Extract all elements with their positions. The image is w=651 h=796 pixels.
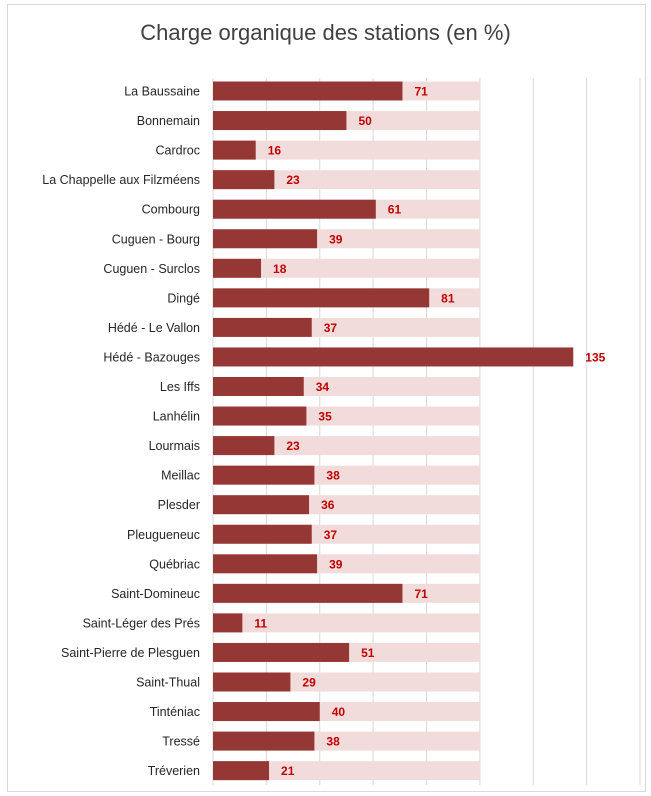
value-label: 18 xyxy=(273,262,287,276)
bar xyxy=(213,111,347,131)
category-label: Tréverien xyxy=(148,764,200,778)
value-label: 37 xyxy=(324,528,338,542)
bar xyxy=(213,140,256,160)
bar xyxy=(213,731,315,751)
bar-track xyxy=(213,258,480,278)
value-label: 34 xyxy=(316,380,330,394)
category-label: Cuguen - Surclos xyxy=(103,262,200,276)
value-label: 39 xyxy=(329,557,343,571)
value-label: 11 xyxy=(254,616,267,630)
category-label: Les Iffs xyxy=(160,380,200,394)
value-label: 61 xyxy=(388,203,402,217)
category-label: Saint-Thual xyxy=(136,676,200,690)
value-label: 16 xyxy=(268,144,282,158)
bar xyxy=(213,672,291,692)
value-label: 35 xyxy=(318,410,332,424)
value-label: 71 xyxy=(414,85,428,99)
bar xyxy=(213,702,320,722)
bar xyxy=(213,288,430,308)
value-label: 135 xyxy=(585,350,605,364)
category-label: Pleugueneuc xyxy=(127,528,200,542)
bar-track xyxy=(213,761,480,781)
value-label: 38 xyxy=(326,469,340,483)
value-label: 50 xyxy=(358,114,372,128)
bar xyxy=(213,170,275,190)
category-label: Saint-Léger des Prés xyxy=(83,616,200,630)
category-label: Saint-Domineuc xyxy=(111,587,200,601)
bar xyxy=(213,199,376,219)
category-label: La Chappelle aux Filzméens xyxy=(42,173,200,187)
bar-track xyxy=(213,140,480,160)
value-label: 23 xyxy=(286,439,300,453)
bar xyxy=(213,613,243,633)
chart-title: Charge organique des stations (en %) xyxy=(140,20,511,45)
category-label: Hédé - Le Vallon xyxy=(108,321,200,335)
category-label: Québriac xyxy=(149,557,200,571)
category-labels: La Baussaine Bonnemain Cardroc La Chappelle… xyxy=(42,85,200,779)
category-label: Meillac xyxy=(161,469,200,483)
value-label: 81 xyxy=(441,291,455,305)
category-label: Hédé - Bazouges xyxy=(103,350,200,364)
category-label: Cardroc xyxy=(156,144,200,158)
bar xyxy=(213,436,275,456)
value-label: 40 xyxy=(332,705,346,719)
category-label: Tressé xyxy=(162,735,200,749)
bar xyxy=(213,377,304,396)
value-label: 51 xyxy=(361,646,375,660)
bar xyxy=(213,81,403,101)
category-label: Tinténiac xyxy=(150,705,200,719)
bar xyxy=(213,554,318,574)
bar xyxy=(213,465,315,485)
value-labels: 71 50 16 23 61 39 18 81 37 135 34 35 23 38 36 37 39 71 11 5… xyxy=(254,85,605,779)
bar xyxy=(213,524,312,544)
category-label: La Baussaine xyxy=(124,85,200,99)
gridlines xyxy=(212,78,641,785)
bar xyxy=(213,317,312,337)
bar xyxy=(213,258,262,278)
category-label: Cuguen - Bourg xyxy=(112,232,200,246)
value-label: 37 xyxy=(324,321,338,335)
bars xyxy=(213,81,574,781)
value-label: 36 xyxy=(321,498,335,512)
bar-track xyxy=(213,613,480,633)
category-label: Saint-Pierre de Plesguen xyxy=(61,646,200,660)
value-label: 39 xyxy=(329,232,343,246)
value-label: 23 xyxy=(286,173,300,187)
bar xyxy=(213,761,270,781)
value-label: 29 xyxy=(302,676,316,690)
value-label: 21 xyxy=(281,764,295,778)
bar xyxy=(213,495,310,515)
value-label: 38 xyxy=(326,735,340,749)
category-label: Lourmais xyxy=(149,439,200,453)
bar-track xyxy=(213,436,480,456)
category-label: Dingé xyxy=(167,291,200,305)
bar xyxy=(213,642,350,662)
category-label: Bonnemain xyxy=(137,114,200,128)
category-label: Plesder xyxy=(158,498,200,512)
bar xyxy=(213,229,318,249)
bar-track xyxy=(213,170,480,190)
value-label: 71 xyxy=(414,587,428,601)
bar xyxy=(213,583,403,603)
category-label: Lanhélin xyxy=(153,410,200,424)
bar xyxy=(213,347,574,367)
category-label: Combourg xyxy=(142,203,200,217)
bar xyxy=(213,406,307,426)
